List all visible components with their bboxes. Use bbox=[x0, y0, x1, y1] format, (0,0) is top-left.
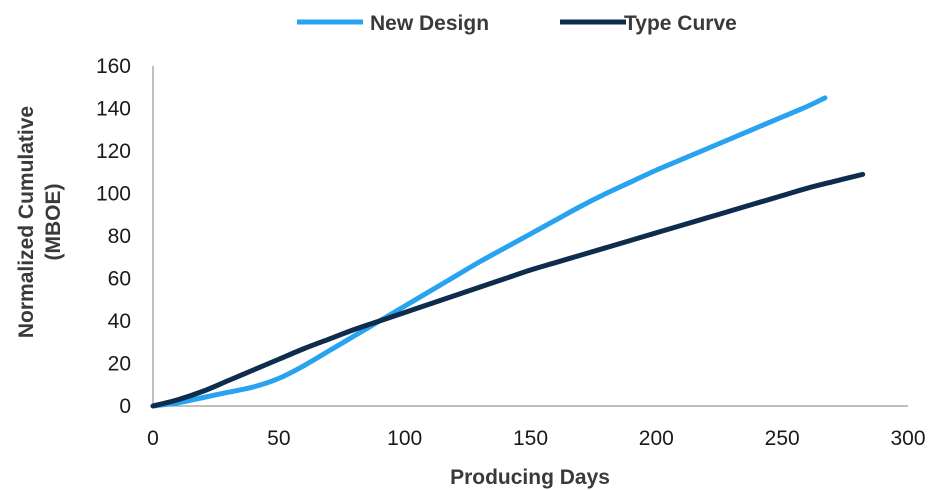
legend-label-new-design: New Design bbox=[370, 12, 489, 35]
axis-titles: Producing Days Normalized Cumulative (MB… bbox=[15, 106, 610, 489]
x-tick-label: 150 bbox=[513, 427, 548, 450]
y-tick-label: 80 bbox=[108, 225, 131, 248]
y-tick-label: 120 bbox=[96, 140, 131, 163]
series-line-new-design bbox=[150, 95, 828, 409]
y-tick-label: 0 bbox=[119, 395, 131, 418]
legend: New Design Type Curve bbox=[297, 12, 737, 35]
y-tick-label: 20 bbox=[108, 353, 131, 376]
x-tick-label: 250 bbox=[765, 427, 800, 450]
axes: 0 20 40 60 80 100 120 140 160 0 50 100 150 200 250 300 bbox=[96, 55, 926, 450]
x-tick-label: 100 bbox=[387, 427, 422, 450]
x-tick-label: 300 bbox=[890, 427, 925, 450]
y-tick-label: 140 bbox=[96, 98, 131, 121]
y-tick-label: 160 bbox=[96, 55, 131, 78]
x-axis-title: Producing Days bbox=[450, 466, 610, 489]
x-tick-label: 50 bbox=[267, 427, 290, 450]
series-layer bbox=[150, 95, 866, 409]
y-tick-label: 60 bbox=[108, 268, 131, 291]
y-tick-label: 40 bbox=[108, 310, 131, 333]
x-tick-label: 200 bbox=[639, 427, 674, 450]
x-tick-label: 0 bbox=[147, 427, 159, 450]
series-line-type-curve bbox=[150, 171, 866, 409]
y-tick-label: 100 bbox=[96, 183, 131, 206]
y-axis-title-line1: Normalized Cumulative bbox=[15, 106, 38, 338]
y-axis-title-line2: (MBOE) bbox=[42, 184, 65, 261]
legend-label-type-curve: Type Curve bbox=[624, 12, 737, 35]
